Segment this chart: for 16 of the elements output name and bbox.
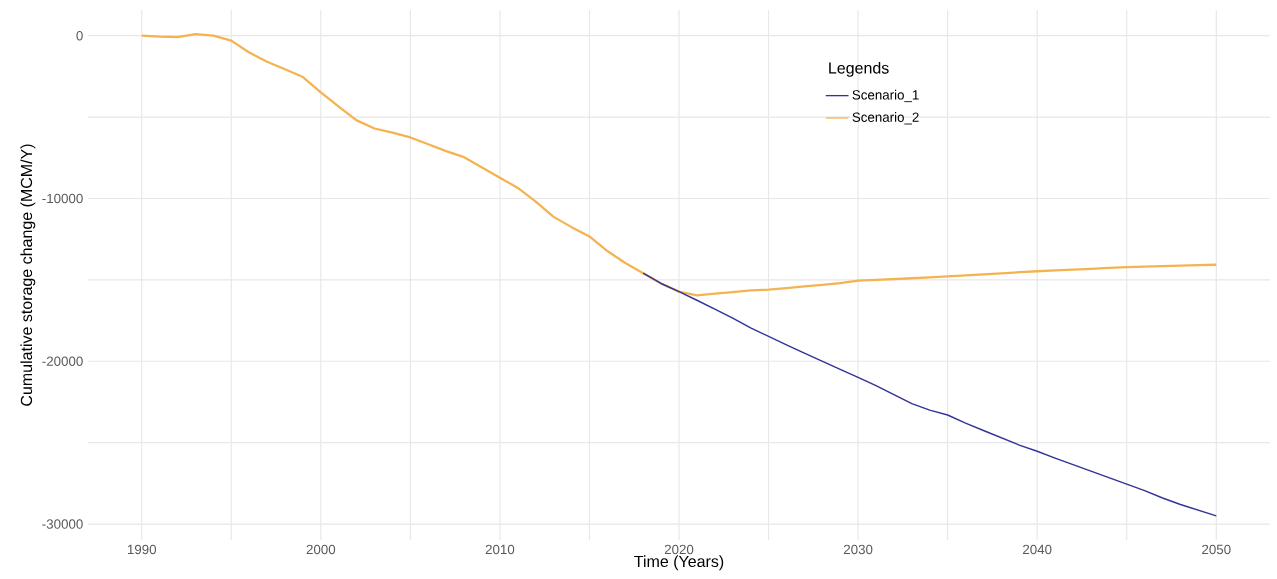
legend-title: Legends — [829, 61, 889, 77]
x-tick-label: 1990 — [127, 544, 157, 555]
y-axis-title: Cumulative storage change (MCM/Y) — [20, 144, 36, 406]
legend-label: Scenario_2 — [852, 112, 919, 125]
legend-label: Scenario_1 — [852, 89, 919, 103]
y-tick-label: -10000 — [42, 193, 83, 204]
x-tick-label: 2010 — [485, 544, 515, 555]
y-tick-label: -30000 — [42, 519, 83, 529]
y-tick-label: 0 — [76, 31, 83, 41]
x-tick-label: 2000 — [306, 544, 336, 555]
x-tick-label: 2020 — [664, 544, 694, 555]
x-tick-label: 2030 — [843, 544, 873, 555]
x-tick-label: 2040 — [1023, 544, 1052, 555]
x-tick-label: 2050 — [1202, 544, 1231, 555]
y-tick-label: -20000 — [42, 356, 83, 366]
x-axis-title: Time (Years) — [634, 555, 724, 571]
